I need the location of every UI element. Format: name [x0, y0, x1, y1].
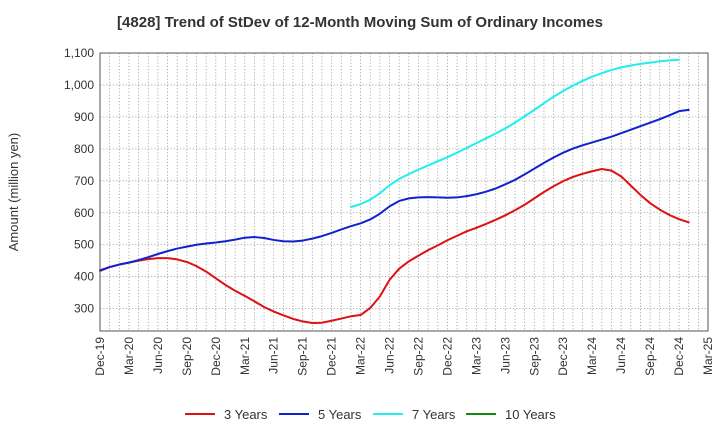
- plot-frame: [99, 52, 709, 332]
- x-tick-label: Sep-24: [643, 337, 657, 376]
- x-tick-label: Mar-21: [238, 337, 252, 375]
- y-tick-label: 900: [74, 110, 94, 124]
- grid-layer: [100, 52, 708, 331]
- chart-title: [4828] Trend of StDev of 12-Month Moving…: [117, 14, 603, 31]
- x-tick-label: Mar-24: [585, 337, 599, 375]
- y-tick-label: 500: [74, 238, 94, 252]
- x-tick-label: Mar-22: [354, 337, 368, 375]
- x-tick-label: Sep-23: [527, 337, 541, 376]
- x-tick-label: Jun-22: [383, 337, 397, 374]
- y-tick-label: 600: [74, 206, 94, 220]
- legend-label-7-years: 7 Years: [412, 407, 456, 422]
- y-tick-label: 700: [74, 174, 94, 188]
- legend-label-5-years: 5 Years: [318, 407, 362, 422]
- legend: 3 Years 5 Years 7 Years 10 Years: [185, 407, 556, 422]
- x-tick-label: Mar-25: [701, 337, 715, 375]
- series-line-3-years: [99, 167, 690, 325]
- x-tick-label: Dec-23: [556, 337, 570, 376]
- plot-background: [100, 53, 708, 331]
- x-tick-label: Sep-20: [180, 337, 194, 376]
- series-line-7-years: [349, 58, 681, 209]
- x-tick-label: Jun-24: [614, 337, 628, 374]
- x-tick-label: Dec-21: [325, 337, 339, 376]
- x-tick-label: Sep-22: [412, 337, 426, 376]
- x-tick-label: Jun-20: [151, 337, 165, 374]
- y-tick-label: 300: [74, 302, 94, 316]
- y-tick-label: 1,000: [64, 78, 94, 92]
- x-tick-label: Jun-23: [498, 337, 512, 374]
- series-line-5-years: [99, 108, 690, 272]
- plot-border: [99, 52, 709, 332]
- series-layer: [99, 58, 690, 325]
- x-tick-label: Dec-20: [209, 337, 223, 376]
- y-tick-label: 400: [74, 270, 94, 284]
- y-tick-label: 1,100: [64, 46, 94, 60]
- legend-label-3-years: 3 Years: [224, 407, 268, 422]
- x-tick-label: Mar-23: [469, 337, 483, 375]
- y-tick-label: 800: [74, 142, 94, 156]
- x-tick-label: Sep-21: [296, 337, 310, 376]
- x-axis-ticks: Dec-19 Mar-20 Jun-20 Sep-20 Dec-20 Mar-21 Jun-…: [93, 337, 715, 376]
- x-tick-label: Dec-24: [672, 337, 686, 376]
- x-tick-label: Mar-20: [122, 337, 136, 375]
- x-tick-label: Jun-21: [267, 337, 281, 374]
- y-axis-ticks: 300 400 500 600 700 800 900 1,000 1,100: [64, 46, 94, 316]
- legend-label-10-years: 10 Years: [505, 407, 556, 422]
- x-tick-label: Dec-22: [440, 337, 454, 376]
- y-axis-title: Amount (million yen): [6, 133, 21, 252]
- x-tick-label: Dec-19: [93, 337, 107, 376]
